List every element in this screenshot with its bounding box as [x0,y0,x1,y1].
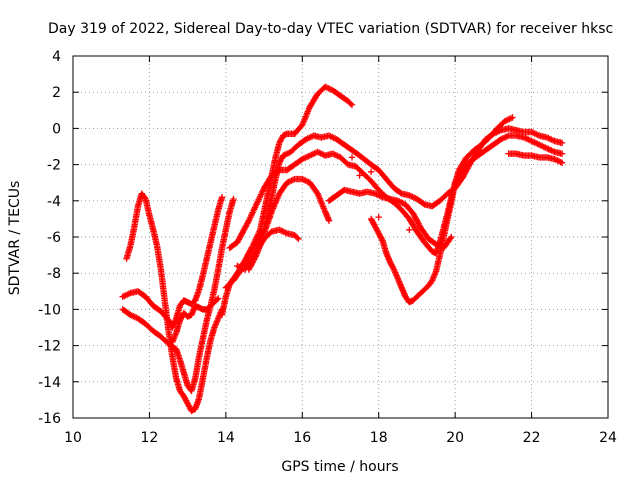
y-tick-label: -8 [47,266,61,282]
x-tick-label: 20 [446,430,464,446]
data-arc-arc-b [119,195,237,395]
data-arc-arc-j [325,186,455,252]
x-tick-label: 10 [64,430,82,446]
data-point [356,172,363,179]
axis-ticks [72,55,609,419]
series-arc-c [119,194,226,331]
chart-title: Day 319 of 2022, Sidereal Day-to-day VTE… [48,21,613,37]
data-point [367,168,375,175]
series-arc-l [505,150,566,166]
y-tick-label: -4 [47,194,61,210]
y-tick-label: -10 [38,302,61,318]
y-tick-label: -2 [47,158,61,174]
data-marks [119,83,566,414]
y-axis-title: SDTVAR / TECUs [7,181,23,296]
data-point [375,213,382,221]
series-arc-e [218,83,356,318]
x-tick-label: 12 [141,430,159,446]
x-tick-label: 24 [599,430,617,446]
data-point [348,154,356,161]
y-tick-label: 4 [52,49,61,65]
series-arc-j [325,186,455,252]
series-arc-d [169,295,222,346]
series-arc-b [119,195,237,395]
y-tick-label: -14 [38,375,61,391]
x-tick-label: 14 [217,430,235,446]
data-arc-arc-d [169,295,222,346]
series-arc-i [245,175,333,273]
data-arc-arc-k [367,114,516,306]
y-tick-label: -6 [47,230,61,246]
y-tick-label: 2 [52,85,61,101]
grid [73,56,608,418]
data-point [406,226,413,233]
data-arc-arc-i [245,175,333,273]
data-arc-arc-l [505,150,566,166]
y-tick-label: -16 [38,411,61,427]
series-arc-k [367,114,516,306]
y-tick-label: -12 [38,339,61,355]
x-tick-label: 22 [523,430,541,446]
data-arc-arc-c [119,194,226,331]
y-tick-label: 0 [52,121,61,137]
data-arc-arc-e [218,83,356,318]
x-tick-label: 16 [293,430,311,446]
x-tick-label: 18 [370,430,388,446]
series-isolated [348,154,413,233]
x-axis-title: GPS time / hours [281,459,398,475]
